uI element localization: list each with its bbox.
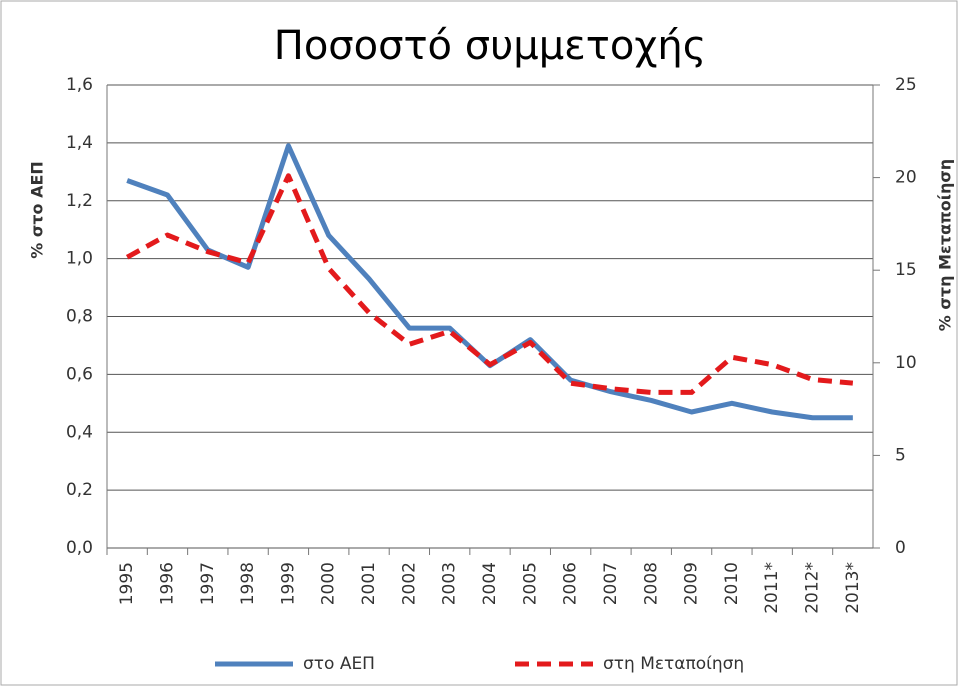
x-tick-label: 2010 [722,562,742,605]
x-tick-label: 2005 [520,562,540,605]
series-line [125,173,854,395]
x-tick-label: 2001 [359,562,379,605]
x-tick-label: 2009 [682,562,702,605]
x-tick-label: 1995 [117,562,137,605]
y-tick-label: 1,0 [66,249,93,269]
x-tick-label: 2004 [480,562,500,605]
y-tick-label: 1,4 [66,133,93,153]
x-tick-label: 2003 [440,562,460,605]
y2-tick-label: 15 [895,260,917,280]
x-tick-label: 2000 [319,562,339,605]
x-tick-label: 2002 [399,562,419,605]
legend-label: στο ΑΕΠ [303,654,375,674]
y-axis-label: % στο ΑΕΠ [28,161,47,259]
x-tick-label: 2008 [641,562,661,605]
y2-tick-label: 10 [895,353,917,373]
y-tick-label: 1,2 [66,191,93,211]
x-tick-label: 1999 [278,562,298,605]
y2-tick-label: 20 [895,168,917,188]
y2-tick-label: 25 [895,75,917,95]
y-tick-label: 0,4 [66,422,93,442]
x-tick-label: 2006 [561,562,581,605]
y-tick-label: 1,6 [66,75,93,95]
y-tick-label: 0,6 [66,364,93,384]
x-tick-label: 1998 [238,562,258,605]
x-tick-label: 2007 [601,562,621,605]
x-tick-label: 2011* [762,562,782,614]
legend-label: στη Μεταποίηση [603,654,744,674]
y-tick-label: 0,8 [66,307,93,327]
chart-title: Ποσοστό συμμετοχής [274,23,707,69]
x-tick-label: 2013* [843,562,863,614]
x-tick-label: 1996 [157,562,177,605]
x-tick-label: 2012* [803,562,823,614]
y-tick-label: 0,2 [66,480,93,500]
y2-tick-label: 0 [895,538,906,558]
y-tick-label: 0,0 [66,538,93,558]
y2-tick-label: 5 [895,445,906,465]
x-tick-label: 1997 [198,562,218,605]
y2-axis-label: % στη Μεταποίηση [936,159,955,331]
